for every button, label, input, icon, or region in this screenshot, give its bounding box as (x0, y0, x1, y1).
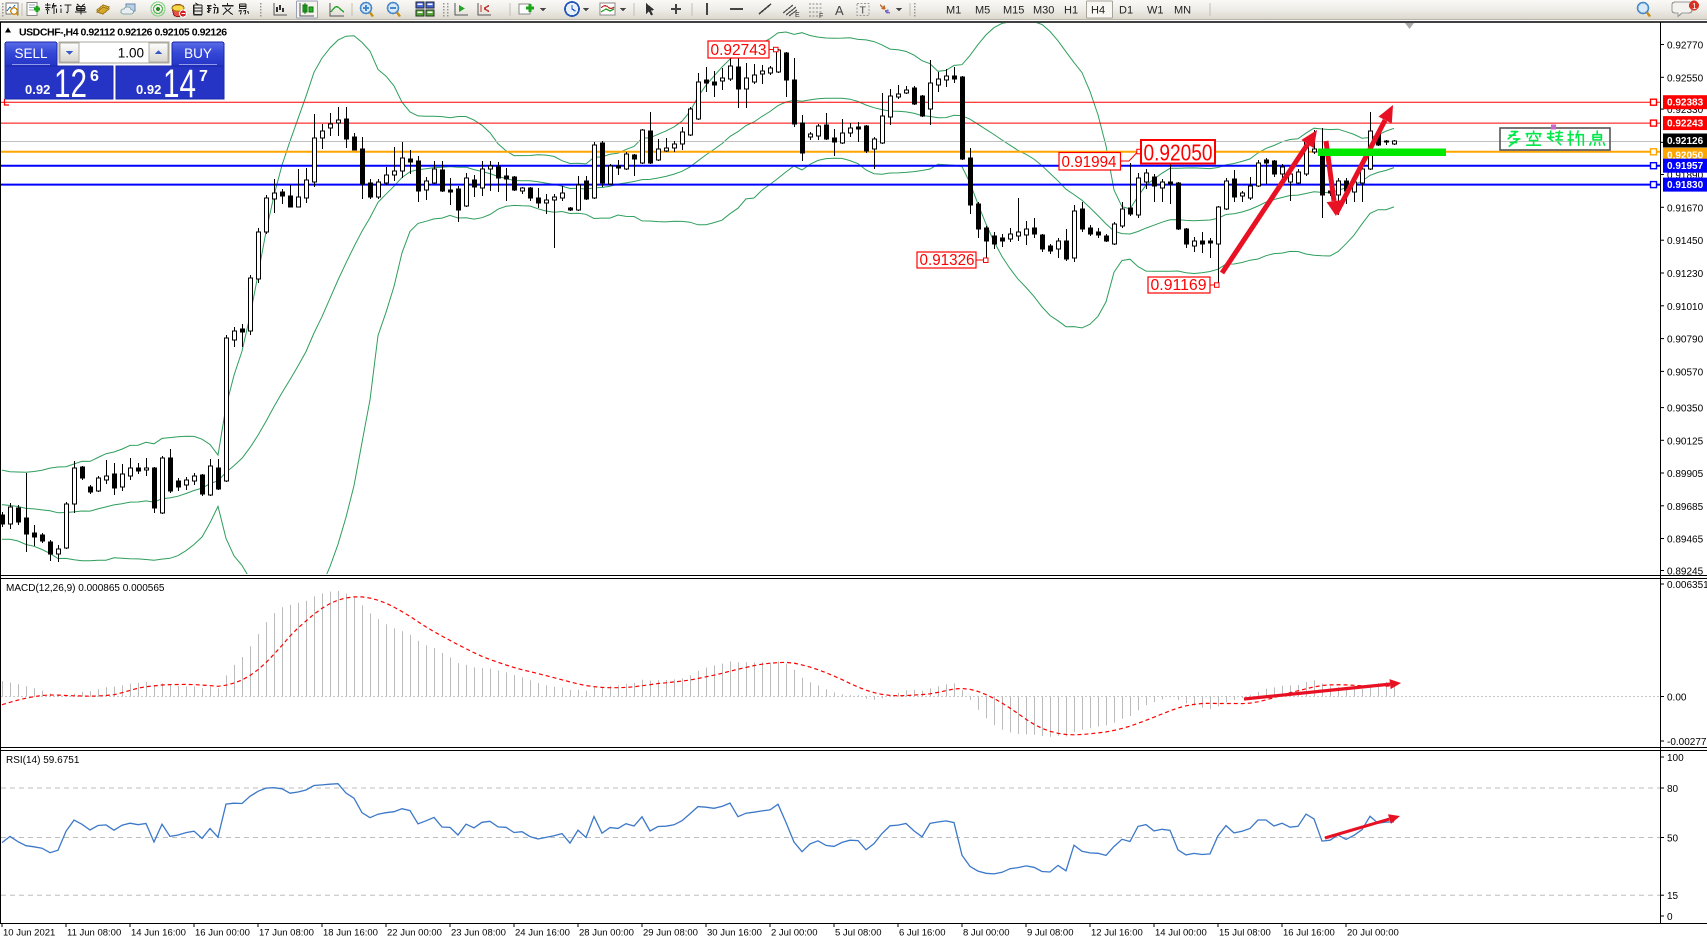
svg-text:5 Jul 08:00: 5 Jul 08:00 (835, 928, 881, 939)
svg-text:0.92383: 0.92383 (1667, 98, 1704, 109)
svg-text:1: 1 (1692, 1, 1697, 11)
svg-text:22 Jun 00:00: 22 Jun 00:00 (387, 928, 442, 939)
svg-text:0.92770: 0.92770 (1667, 41, 1704, 52)
svg-text:24 Jun 16:00: 24 Jun 16:00 (515, 928, 570, 939)
svg-text:0.89245: 0.89245 (1667, 567, 1704, 578)
svg-text:0.92050: 0.92050 (1144, 140, 1213, 166)
svg-text:H1: H1 (1064, 5, 1078, 17)
svg-text:9 Jul 08:00: 9 Jul 08:00 (1027, 928, 1073, 939)
svg-text:M30: M30 (1033, 5, 1054, 17)
svg-text:0.91230: 0.91230 (1667, 269, 1704, 280)
svg-text:0.92330: 0.92330 (1667, 105, 1704, 116)
svg-text:12: 12 (54, 62, 87, 106)
svg-text:F: F (819, 13, 823, 20)
svg-text:12 Jul 16:00: 12 Jul 16:00 (1091, 928, 1143, 939)
svg-text:0.91169: 0.91169 (1151, 277, 1207, 294)
svg-text:0.92: 0.92 (136, 82, 161, 97)
svg-text:0: 0 (1667, 912, 1673, 923)
svg-text:16 Jun 00:00: 16 Jun 00:00 (195, 928, 250, 939)
svg-text:0.92550: 0.92550 (1667, 73, 1704, 84)
svg-text:0.89685: 0.89685 (1667, 502, 1704, 513)
svg-text:0.91326: 0.91326 (920, 252, 975, 269)
svg-text:2 Jul 00:00: 2 Jul 00:00 (771, 928, 817, 939)
svg-text:0.91670: 0.91670 (1667, 203, 1704, 214)
svg-text:100: 100 (1667, 753, 1684, 764)
svg-text:M1: M1 (946, 5, 961, 17)
svg-text:MN: MN (1174, 5, 1191, 17)
svg-text:17 Jun 08:00: 17 Jun 08:00 (259, 928, 314, 939)
svg-text:20 Jul 00:00: 20 Jul 00:00 (1347, 928, 1399, 939)
svg-text:14 Jun 16:00: 14 Jun 16:00 (131, 928, 186, 939)
svg-text:8 Jul 00:00: 8 Jul 00:00 (963, 928, 1009, 939)
svg-text:0.92126: 0.92126 (1667, 136, 1704, 147)
svg-text:0.90570: 0.90570 (1667, 367, 1704, 378)
svg-text:H4: H4 (1091, 5, 1105, 17)
svg-text:0.89905: 0.89905 (1667, 469, 1704, 480)
svg-text:28 Jun 00:00: 28 Jun 00:00 (579, 928, 634, 939)
svg-text:0.91450: 0.91450 (1667, 236, 1704, 247)
svg-text:14 Jul 00:00: 14 Jul 00:00 (1155, 928, 1207, 939)
svg-text:0.00: 0.00 (1667, 693, 1687, 704)
svg-text:0.91957: 0.91957 (1667, 161, 1704, 172)
svg-text:15 Jul 08:00: 15 Jul 08:00 (1219, 928, 1271, 939)
svg-text:T: T (860, 5, 867, 17)
svg-text:0.90350: 0.90350 (1667, 404, 1704, 415)
svg-text:BUY: BUY (184, 46, 212, 61)
svg-text:29 Jun 08:00: 29 Jun 08:00 (643, 928, 698, 939)
svg-text:6: 6 (90, 68, 99, 85)
svg-text:SELL: SELL (14, 46, 48, 61)
svg-text:0.90125: 0.90125 (1667, 436, 1704, 447)
svg-text:D1: D1 (1119, 5, 1133, 17)
svg-text:0.92050: 0.92050 (1667, 150, 1704, 161)
svg-text:-0.002779: -0.002779 (1667, 737, 1707, 748)
svg-text:16 Jul 16:00: 16 Jul 16:00 (1283, 928, 1335, 939)
svg-text:14: 14 (163, 62, 196, 106)
svg-text:USDCHF-,H4 0.92112 0.92126 0.: USDCHF-,H4 0.92112 0.92126 0.92105 0.921… (19, 27, 227, 39)
svg-text:MACD(12,26,9) 0.000865 0.00056: MACD(12,26,9) 0.000865 0.000565 (6, 583, 165, 594)
svg-text:0.91830: 0.91830 (1667, 180, 1704, 191)
svg-text:11 Jun 08:00: 11 Jun 08:00 (67, 928, 121, 939)
svg-text:0.92: 0.92 (25, 82, 50, 97)
svg-text:15: 15 (1667, 891, 1679, 902)
svg-text:A: A (835, 3, 844, 18)
svg-text:1.00: 1.00 (118, 46, 144, 61)
svg-text:50: 50 (1667, 834, 1679, 845)
svg-text:10 Jun 2021: 10 Jun 2021 (3, 928, 55, 939)
svg-text:0.91010: 0.91010 (1667, 302, 1704, 313)
svg-text:18 Jun 16:00: 18 Jun 16:00 (323, 928, 378, 939)
svg-text:0.90790: 0.90790 (1667, 335, 1704, 346)
svg-text:0.92743: 0.92743 (711, 42, 767, 59)
svg-text:0.92243: 0.92243 (1667, 119, 1704, 130)
svg-text:23 Jun 08:00: 23 Jun 08:00 (451, 928, 506, 939)
svg-text:M5: M5 (975, 5, 990, 17)
svg-text:M15: M15 (1003, 5, 1024, 17)
svg-text:0.006351: 0.006351 (1667, 580, 1707, 591)
svg-text:RSI(14) 59.6751: RSI(14) 59.6751 (6, 755, 80, 766)
svg-text:0.89465: 0.89465 (1667, 535, 1704, 546)
svg-text:W1: W1 (1147, 5, 1164, 17)
svg-text:E: E (795, 12, 800, 19)
svg-text:80: 80 (1667, 784, 1679, 795)
svg-text:0.91994: 0.91994 (1062, 154, 1117, 171)
svg-text:7: 7 (199, 68, 208, 85)
svg-text:30 Jun 16:00: 30 Jun 16:00 (707, 928, 762, 939)
svg-text:0.91890: 0.91890 (1667, 171, 1704, 182)
svg-text:6 Jul 16:00: 6 Jul 16:00 (899, 928, 945, 939)
